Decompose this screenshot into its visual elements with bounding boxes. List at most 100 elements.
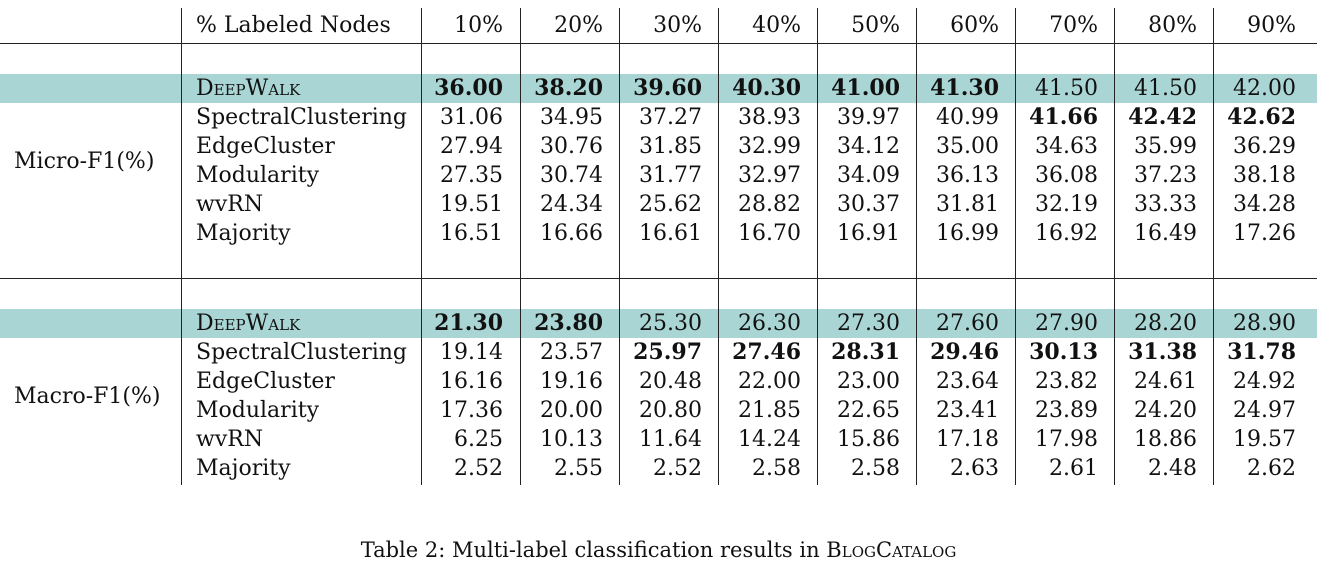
value-cell: 6.25: [454, 427, 503, 452]
value-cell: 15.86: [837, 427, 900, 452]
value-cell: 41.66: [1029, 104, 1098, 130]
value-cell: 10.13: [540, 427, 603, 452]
header-column-90pct: 90%: [1247, 13, 1296, 38]
value-cell: 25.30: [639, 311, 702, 336]
value-cell: 41.50: [1134, 76, 1197, 101]
value-cell: 36.00: [434, 75, 503, 101]
table-row-deepwalk: DeepWalk 21.30 23.80 25.30 26.30 27.30 27.60 27…: [0, 309, 1317, 338]
column-divider: [817, 8, 819, 485]
value-cell: 23.82: [1035, 369, 1098, 394]
method-name: Majority: [196, 456, 291, 481]
value-cell: 31.85: [639, 134, 702, 159]
value-cell: 27.94: [440, 134, 503, 159]
value-cell: 31.77: [639, 163, 702, 188]
value-cell: 11.64: [639, 427, 702, 452]
column-divider: [1114, 8, 1116, 485]
value-cell: 23.64: [936, 369, 999, 394]
value-cell: 2.52: [653, 456, 702, 481]
value-cell: 16.61: [639, 221, 702, 246]
caption-prefix: Table 2: Multi-label classification resu…: [360, 538, 827, 562]
column-divider: [1213, 8, 1215, 485]
value-cell: 41.50: [1035, 76, 1098, 101]
value-cell: 23.89: [1035, 398, 1098, 423]
value-cell: 16.51: [440, 221, 503, 246]
value-cell: 2.48: [1148, 456, 1197, 481]
method-name: DeepWalk: [196, 311, 301, 336]
value-cell: 23.00: [837, 369, 900, 394]
value-cell: 25.62: [639, 192, 702, 217]
value-cell: 27.35: [440, 163, 503, 188]
value-cell: 36.08: [1035, 163, 1098, 188]
value-cell: 32.19: [1035, 192, 1098, 217]
header-column-70pct: 70%: [1049, 13, 1098, 38]
value-cell: 17.98: [1035, 427, 1098, 452]
value-cell: 26.30: [738, 311, 801, 336]
value-cell: 21.30: [434, 310, 503, 336]
value-cell: 27.60: [936, 311, 999, 336]
table-row-modularity: Modularity 17.36 20.00 20.80 21.85 22.65 23.41…: [0, 396, 1317, 425]
value-cell: 2.63: [950, 456, 999, 481]
value-cell: 34.95: [540, 105, 603, 130]
value-cell: 34.28: [1233, 192, 1296, 217]
value-cell: 20.00: [540, 398, 603, 423]
value-cell: 24.34: [540, 192, 603, 217]
value-cell: 35.00: [936, 134, 999, 159]
value-cell: 42.62: [1227, 104, 1296, 130]
method-name: Majority: [196, 221, 291, 246]
value-cell: 28.20: [1134, 311, 1197, 336]
table-row-edgecluster: EdgeCluster 16.16 19.16 20.48 22.00 23.00 23.6…: [0, 367, 1317, 396]
value-cell: 31.78: [1227, 339, 1296, 365]
value-cell: 42.00: [1233, 76, 1296, 101]
value-cell: 32.99: [738, 134, 801, 159]
value-cell: 24.92: [1233, 369, 1296, 394]
table-row-spectralclustering: SpectralClustering 19.14 23.57 25.97 27.46 28…: [0, 338, 1317, 367]
value-cell: 30.76: [540, 134, 603, 159]
value-cell: 23.41: [936, 398, 999, 423]
value-cell: 31.38: [1128, 339, 1197, 365]
header-column-40pct: 40%: [752, 13, 801, 38]
value-cell: 22.00: [738, 369, 801, 394]
horizontal-rule: [0, 43, 1317, 45]
value-cell: 17.26: [1233, 221, 1296, 246]
value-cell: 38.93: [738, 105, 801, 130]
value-cell: 19.16: [540, 369, 603, 394]
method-name: EdgeCluster: [196, 369, 335, 394]
value-cell: 16.70: [738, 221, 801, 246]
table-row-wvrn: wvRN 19.51 24.34 25.62 28.82 30.37 31.81 32.19 3…: [0, 190, 1317, 219]
value-cell: 40.30: [732, 75, 801, 101]
value-cell: 24.61: [1134, 369, 1197, 394]
method-name: SpectralClustering: [196, 340, 407, 365]
value-cell: 22.65: [837, 398, 900, 423]
value-cell: 2.52: [454, 456, 503, 481]
value-cell: 30.13: [1029, 339, 1098, 365]
value-cell: 39.97: [837, 105, 900, 130]
table-row-edgecluster: EdgeCluster 27.94 30.76 31.85 32.99 34.12 35.0…: [0, 132, 1317, 161]
value-cell: 28.90: [1233, 311, 1296, 336]
column-divider: [718, 8, 720, 485]
metric-label: Micro-F1(%): [14, 148, 155, 174]
table-row-wvrn: wvRN 6.25 10.13 11.64 14.24 15.86 17.18 17.98 18…: [0, 425, 1317, 454]
header-column-20pct: 20%: [554, 13, 603, 38]
value-cell: 28.31: [831, 339, 900, 365]
table-row-modularity: Modularity 27.35 30.74 31.77 32.97 34.09 36.13…: [0, 161, 1317, 190]
method-name: SpectralClustering: [196, 105, 407, 130]
header-column-50pct: 50%: [851, 13, 900, 38]
table-row-deepwalk: DeepWalk 36.00 38.20 39.60 40.30 41.00 41.30 41…: [0, 74, 1317, 103]
value-cell: 24.20: [1134, 398, 1197, 423]
column-divider: [520, 8, 522, 485]
caption-dataset-name: BlogCatalog: [826, 538, 957, 562]
value-cell: 2.62: [1247, 456, 1296, 481]
table-row-majority: Majority 2.52 2.55 2.52 2.58 2.58 2.63 2.61 2.48…: [0, 454, 1317, 483]
value-cell: 2.55: [554, 456, 603, 481]
column-divider: [1015, 8, 1017, 485]
method-name: Modularity: [196, 163, 319, 188]
value-cell: 19.51: [440, 192, 503, 217]
value-cell: 16.66: [540, 221, 603, 246]
value-cell: 17.18: [936, 427, 999, 452]
header-column-60pct: 60%: [950, 13, 999, 38]
value-cell: 27.46: [732, 339, 801, 365]
table-row-spectralclustering: SpectralClustering 31.06 34.95 37.27 38.93 39…: [0, 103, 1317, 132]
value-cell: 24.97: [1233, 398, 1296, 423]
value-cell: 36.29: [1233, 134, 1296, 159]
method-name: EdgeCluster: [196, 134, 335, 159]
